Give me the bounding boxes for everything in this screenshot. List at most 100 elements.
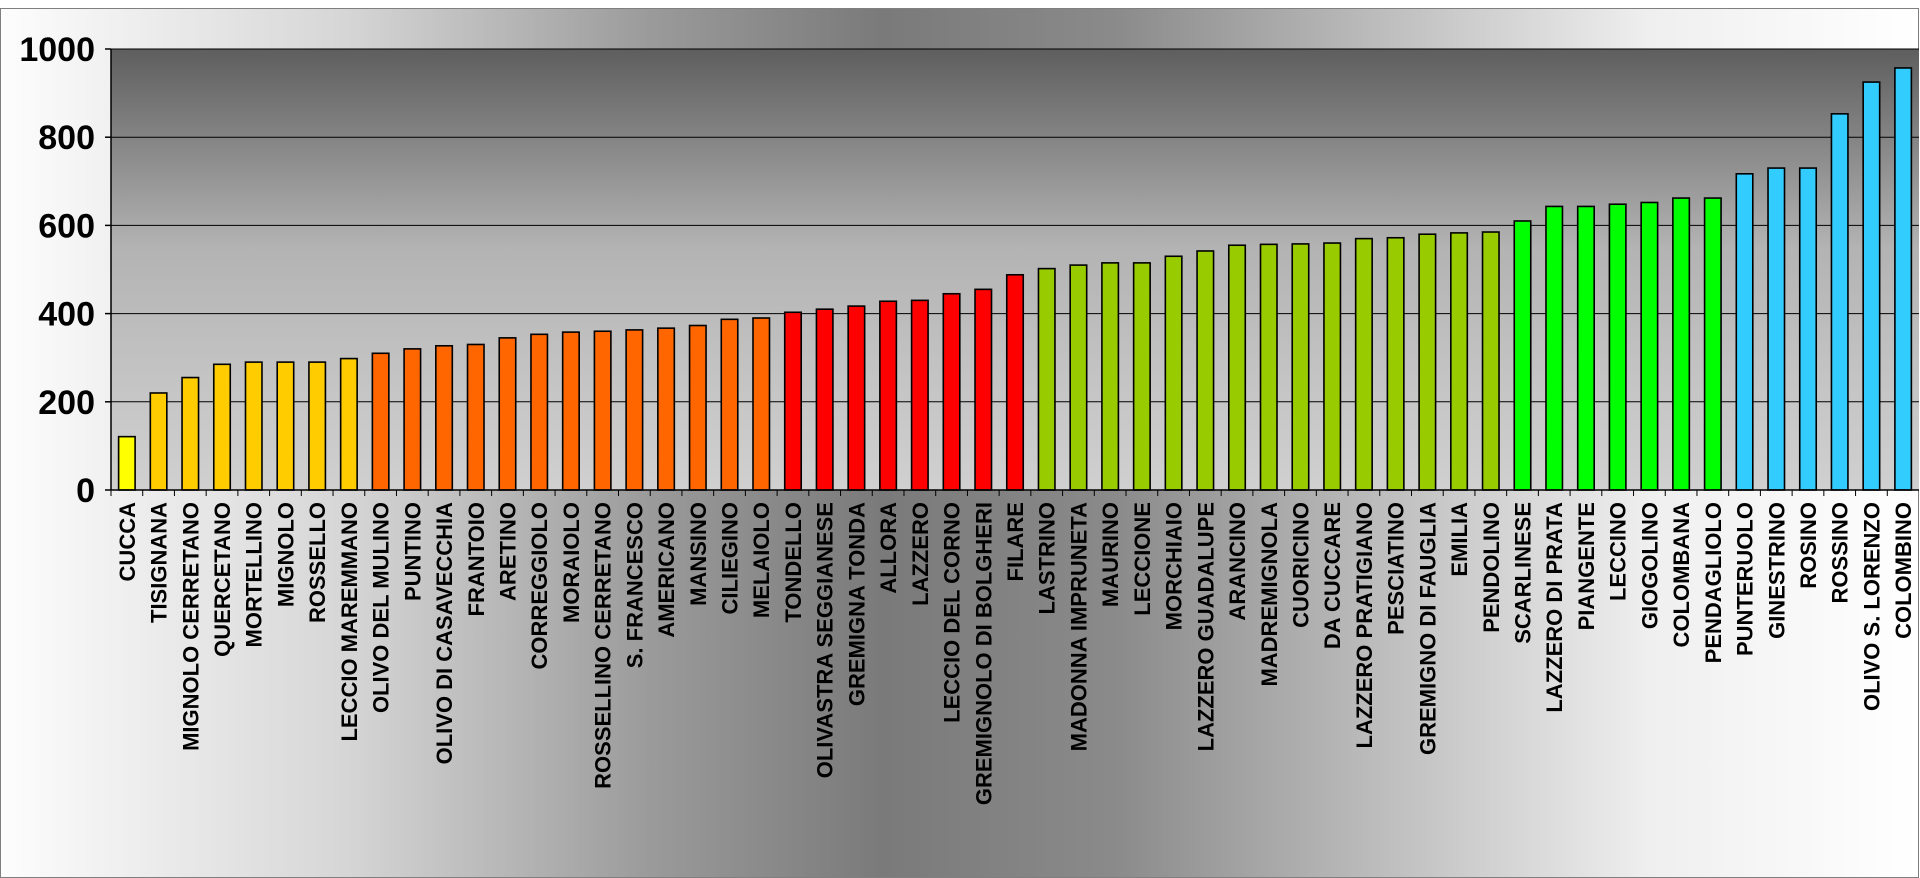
bar-0	[117, 435, 136, 491]
x-tick-label: ARANCINO	[1225, 502, 1250, 621]
x-tick-label: PIANGENTE	[1574, 502, 1599, 630]
x-tick-label: GREMIGNA TONDA	[844, 502, 869, 706]
x-tick-label: TISIGNANA	[147, 502, 172, 623]
bar-48	[1640, 201, 1659, 491]
bar-39	[1354, 237, 1373, 491]
bar-9	[403, 348, 422, 491]
bar-27	[974, 288, 993, 491]
bar-2	[181, 376, 200, 491]
x-tick-label: GREMIGNO DI FAUGLIA	[1415, 502, 1440, 755]
bar-28	[1005, 273, 1025, 491]
bar-7	[339, 357, 358, 491]
x-tick-label: PUNTINO	[400, 502, 425, 601]
bar-47	[1608, 203, 1627, 491]
x-tick-label: FRANTOIO	[464, 502, 489, 616]
bar-33	[1164, 255, 1183, 491]
x-tick-label: ROSSINO	[1828, 502, 1853, 603]
y-tick-label: 800	[38, 119, 95, 157]
x-tick-label: OLIVASTRA SEGGIANESE	[813, 502, 838, 778]
x-tick-label: ROSSELLO	[305, 502, 330, 623]
x-tick-label: PESCIATINO	[1384, 502, 1409, 635]
x-tick-label: LECCINO	[1606, 502, 1631, 601]
bar-37	[1291, 243, 1310, 491]
x-tick-label: GIOGOLINO	[1637, 502, 1662, 629]
bar-53	[1798, 167, 1818, 491]
x-tick-label: SCARLINESE	[1511, 502, 1536, 644]
x-tick-label: GREMIGNOLO DI BOLGHERI	[971, 502, 996, 805]
x-tick-label: S. FRANCESCO	[622, 502, 647, 668]
bar-29	[1037, 267, 1056, 491]
bar-17	[657, 327, 676, 491]
bar-5	[276, 361, 295, 491]
x-tick-label: MORCHIAIO	[1162, 502, 1187, 630]
bar-13	[530, 333, 549, 491]
x-tick-label: COLOMBINO	[1891, 502, 1916, 639]
x-tick-label: GINESTRINO	[1764, 502, 1789, 639]
bar-12	[498, 337, 517, 491]
bar-22	[815, 308, 834, 491]
x-tick-label: ROSINO	[1796, 502, 1821, 589]
y-tick-label: 1000	[19, 31, 95, 69]
bar-8	[371, 352, 390, 491]
bar-20	[752, 317, 771, 491]
bar-52	[1767, 167, 1786, 491]
x-tick-label: AMERICANO	[654, 502, 679, 638]
x-tick-label: PUNTERUOLO	[1733, 502, 1758, 656]
bar-35	[1227, 244, 1247, 491]
x-tick-label: MANSINO	[686, 502, 711, 606]
x-tick-label: MORTELLINO	[242, 502, 267, 647]
y-tick-label: 400	[38, 296, 95, 334]
bar-4	[244, 361, 263, 491]
bar-46	[1576, 205, 1595, 491]
x-tick-label: CUORICINO	[1288, 502, 1313, 628]
x-tick-label: OLIVO DEL MULINO	[369, 502, 394, 713]
x-tick-label: OLIVO S. LORENZO	[1859, 502, 1884, 711]
bar-51	[1735, 173, 1754, 491]
bar-34	[1196, 250, 1215, 491]
bar-3	[212, 363, 232, 491]
bar-38	[1323, 242, 1342, 491]
x-tick-label: LAZZERO	[908, 502, 933, 606]
bar-49	[1672, 197, 1691, 491]
bar-40	[1386, 236, 1405, 491]
bar-56	[1894, 67, 1913, 491]
bar-6	[308, 361, 327, 491]
bar-14	[561, 331, 580, 491]
y-axis: 0 200 400 600 800 1000	[19, 31, 112, 510]
x-tick-label: COLOMBANA	[1669, 502, 1694, 648]
y-tick-label: 600	[38, 207, 95, 245]
bar-36	[1259, 243, 1278, 491]
x-tick-label: DA CUCCARE	[1320, 502, 1345, 649]
x-tick-label: OLIVO DI CASAVECCHIA	[432, 502, 457, 765]
x-tick-label: LECCIONE	[1130, 502, 1155, 616]
bar-23	[847, 305, 866, 491]
x-tick-label: MIGNOLO CERRETANO	[178, 502, 203, 751]
bar-50	[1703, 197, 1722, 491]
bar-30	[1069, 264, 1088, 491]
x-tick-label: EMILIA	[1447, 502, 1472, 577]
x-tick-label: ARETINO	[495, 502, 520, 601]
x-tick-label: CUCCA	[115, 502, 140, 582]
bar-15	[593, 330, 612, 491]
x-tick-label: LAZZERO GUADALUPE	[1193, 502, 1218, 751]
x-axis: CUCCA TISIGNANA MIGNOLO CERRETANO QUERCETAN…	[110, 489, 1919, 805]
bar-26	[942, 292, 961, 491]
bar-31	[1101, 262, 1120, 491]
x-tick-label: LECCIO DEL CORNO	[940, 502, 965, 723]
x-tick-label: CORREGGIOLO	[527, 502, 552, 669]
bar-21	[783, 311, 803, 491]
x-tick-label: TONDELLO	[781, 502, 806, 623]
bar-1	[149, 392, 168, 491]
bar-55	[1862, 81, 1881, 491]
bar-19	[720, 318, 739, 491]
bar-41	[1418, 233, 1437, 491]
x-tick-label: LAZZERO DI PRATA	[1542, 502, 1567, 713]
x-tick-label: LAZZERO PRATIGIANO	[1352, 502, 1377, 748]
bar-42	[1450, 232, 1469, 491]
x-tick-label: LASTRINO	[1035, 502, 1060, 614]
x-tick-label: QUERCETANO	[210, 502, 235, 657]
bar-18	[688, 324, 707, 491]
x-tick-label: MAURINO	[1098, 502, 1123, 607]
bar-25	[910, 299, 929, 491]
